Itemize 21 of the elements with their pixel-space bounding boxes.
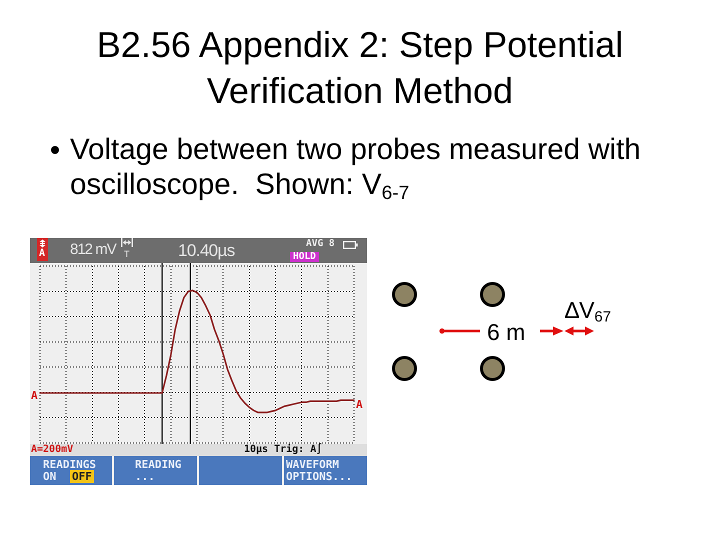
text: 6 m bbox=[487, 319, 526, 345]
text: HOLD bbox=[290, 251, 319, 262]
text: 812 mV bbox=[70, 241, 116, 258]
text: 10.40µs bbox=[178, 241, 235, 260]
text: READINGS bbox=[43, 458, 96, 471]
text: A bbox=[356, 398, 363, 411]
text: ∆V$_{67}$ bbox=[565, 297, 612, 326]
text: OPTIONS... bbox=[286, 470, 352, 483]
text: 10µs Trig: A∫ bbox=[244, 444, 322, 455]
text: READING bbox=[135, 458, 182, 471]
text: A bbox=[31, 389, 38, 402]
text: T bbox=[124, 249, 130, 259]
chart-subtitle: Voltage between two probes measured with oscilloscope. Shown: V$_{6-7}$ bbox=[70, 132, 642, 204]
text: ... bbox=[135, 470, 155, 483]
text: A=200mV bbox=[31, 444, 74, 455]
chart-title: B2.56 Appendix 2: Step Potential Verification Method bbox=[96, 23, 624, 113]
text: ON bbox=[43, 470, 56, 483]
text: OFF bbox=[70, 470, 94, 483]
text: AVG 8 bbox=[306, 238, 335, 249]
text: A bbox=[39, 248, 46, 259]
text: WAVEFORM bbox=[286, 458, 339, 471]
